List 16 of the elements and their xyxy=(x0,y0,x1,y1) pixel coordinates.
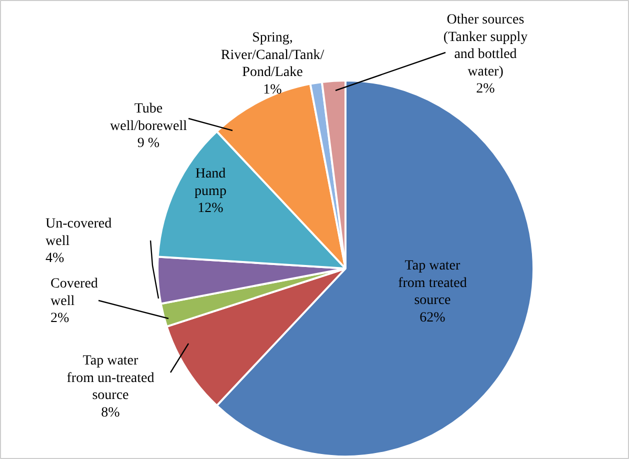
data-label: 4% xyxy=(46,251,64,266)
data-label: 12% xyxy=(198,201,224,216)
slice-label: Other sources (Tanker supply and bottled water) xyxy=(443,12,528,80)
slice-label: Covered well xyxy=(50,276,98,309)
data-label: 2% xyxy=(476,82,496,96)
data-label: 1% xyxy=(263,82,282,98)
data-label: 62% xyxy=(420,310,446,326)
slice-label: Spring, River/Canal/Tank/ Pond/Lake xyxy=(220,30,324,80)
slice-label: Tap water from un-treated source xyxy=(66,354,154,403)
data-label: 2% xyxy=(50,311,70,326)
slice-label: Hand pump xyxy=(194,166,226,199)
slice-label: Tube well/borewell xyxy=(110,102,188,134)
slice-label: Un-covered well xyxy=(46,216,112,249)
data-label: 8% xyxy=(101,405,120,420)
data-label: 9 % xyxy=(137,136,160,151)
slice-label: Tap water from treated source xyxy=(398,258,467,308)
